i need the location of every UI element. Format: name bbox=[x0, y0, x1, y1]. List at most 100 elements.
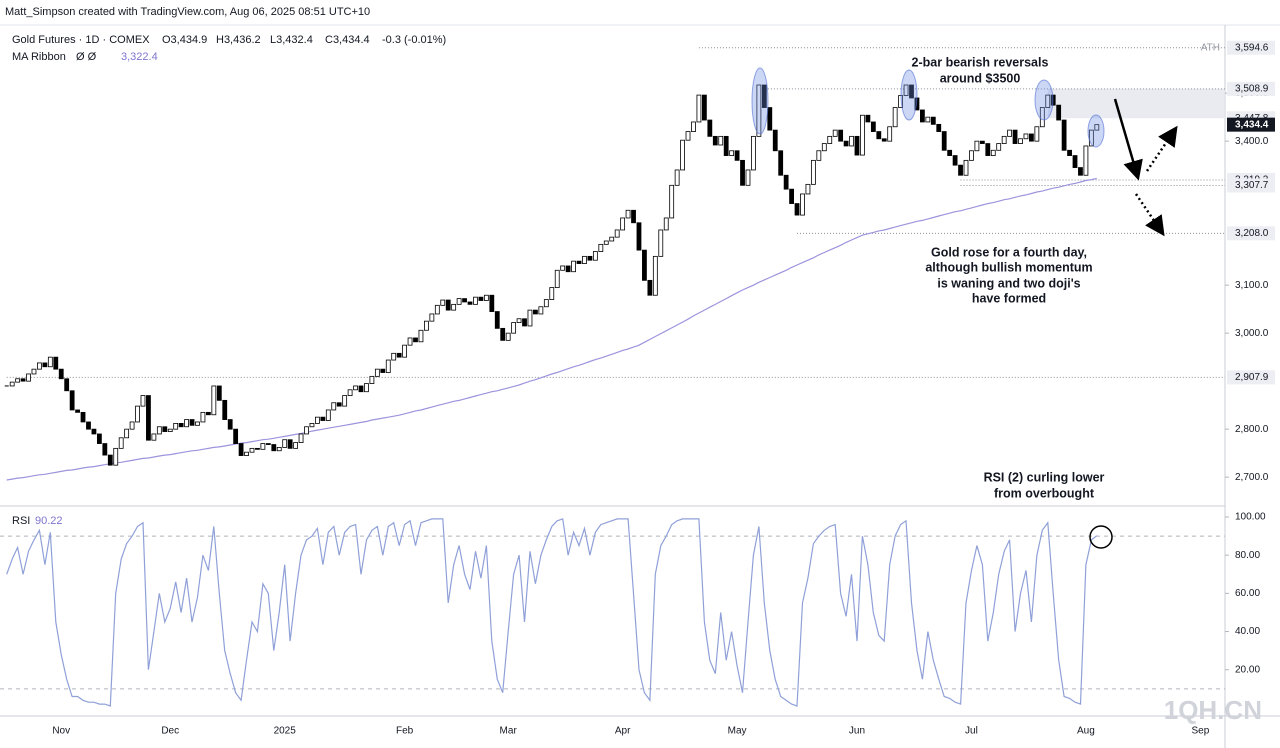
x-tick-label: Sep bbox=[1191, 726, 1209, 737]
candle bbox=[309, 422, 315, 428]
x-tick-label: Mar bbox=[500, 726, 518, 737]
rsi-tick-label: 60.00 bbox=[1235, 588, 1260, 599]
candle bbox=[543, 299, 549, 308]
candle bbox=[1078, 167, 1083, 176]
candle bbox=[467, 301, 473, 305]
legend-close: C3,434.4 bbox=[325, 34, 370, 46]
y-tick-label: 3,100.0 bbox=[1235, 280, 1269, 291]
last-price-bg bbox=[1227, 117, 1275, 132]
candle bbox=[680, 139, 685, 171]
rsi-legend-name: RSI bbox=[12, 515, 30, 527]
candle bbox=[620, 217, 626, 231]
candle bbox=[75, 409, 80, 413]
candle bbox=[592, 251, 598, 261]
candle bbox=[587, 255, 593, 261]
candle bbox=[707, 119, 713, 137]
candle bbox=[849, 135, 854, 147]
candle bbox=[336, 402, 342, 407]
candle bbox=[560, 265, 566, 271]
candle bbox=[494, 311, 500, 329]
annotation: 2-bar bearish reversals bbox=[912, 55, 1049, 69]
watermark: 1QH.CN bbox=[1164, 695, 1262, 725]
candle bbox=[140, 395, 146, 407]
candle bbox=[658, 229, 664, 257]
candle bbox=[151, 433, 157, 441]
candle bbox=[113, 447, 119, 466]
candle bbox=[265, 443, 271, 445]
candle bbox=[189, 419, 195, 426]
candle bbox=[42, 362, 48, 368]
candle bbox=[647, 279, 653, 296]
candle bbox=[860, 114, 865, 156]
candle bbox=[772, 129, 778, 152]
candle bbox=[407, 337, 413, 346]
candle bbox=[642, 249, 647, 281]
candle bbox=[15, 378, 21, 383]
x-tick-label: Dec bbox=[161, 726, 179, 737]
x-tick-label: Apr bbox=[615, 726, 631, 737]
candle bbox=[222, 399, 228, 420]
candle bbox=[778, 150, 784, 176]
candle bbox=[135, 405, 140, 423]
rsi-tick-label: 100.00 bbox=[1235, 512, 1266, 523]
candle bbox=[903, 84, 909, 96]
candle bbox=[385, 359, 391, 373]
candle bbox=[129, 421, 135, 430]
level-label: 3,508.9 bbox=[1235, 84, 1269, 95]
candle bbox=[9, 381, 15, 387]
candle bbox=[745, 169, 751, 186]
annotation: is waning and two doji's bbox=[937, 276, 1080, 290]
highlight-ellipse bbox=[1034, 79, 1054, 121]
annotation: have formed bbox=[972, 291, 1046, 305]
candle bbox=[958, 164, 963, 176]
annotation: from overbought bbox=[994, 486, 1095, 500]
candle bbox=[516, 318, 522, 324]
candle bbox=[342, 395, 348, 407]
candle bbox=[347, 389, 353, 396]
candle bbox=[925, 116, 931, 123]
candle bbox=[729, 150, 735, 156]
candle bbox=[631, 209, 636, 224]
candle bbox=[37, 362, 42, 370]
x-tick-label: Aug bbox=[1077, 726, 1095, 737]
candle bbox=[1061, 119, 1067, 151]
candle bbox=[832, 129, 838, 137]
candle bbox=[783, 174, 789, 190]
candle bbox=[734, 150, 740, 161]
candle bbox=[582, 255, 587, 264]
legend-high: H3,436.2 bbox=[216, 34, 261, 46]
candle bbox=[881, 138, 887, 142]
highlight-group bbox=[751, 67, 1105, 148]
candle bbox=[1023, 133, 1029, 140]
candle bbox=[740, 159, 745, 186]
level-label: 2,907.9 bbox=[1235, 372, 1269, 383]
candle bbox=[276, 446, 282, 452]
candle bbox=[167, 428, 173, 432]
candle bbox=[1012, 129, 1018, 144]
candle bbox=[522, 318, 527, 327]
candle bbox=[963, 159, 969, 176]
ma-legend-params: Ø Ø bbox=[76, 51, 97, 63]
arrow bbox=[1113, 98, 1143, 181]
candle bbox=[756, 84, 762, 137]
candle bbox=[440, 299, 446, 306]
ma-line bbox=[6, 177, 1097, 481]
candle bbox=[538, 306, 544, 315]
candle bbox=[723, 135, 729, 156]
candle bbox=[941, 131, 947, 151]
candle bbox=[511, 322, 517, 334]
candle bbox=[200, 411, 206, 423]
candle bbox=[1029, 133, 1034, 142]
candle bbox=[663, 217, 669, 231]
candle bbox=[1007, 129, 1013, 137]
candle bbox=[86, 421, 91, 430]
candle bbox=[227, 419, 233, 430]
candle bbox=[195, 421, 200, 426]
candle bbox=[396, 352, 402, 358]
candle bbox=[238, 443, 244, 456]
candle bbox=[603, 240, 609, 245]
candle bbox=[483, 294, 489, 301]
rsi-highlight bbox=[1089, 525, 1113, 549]
candle bbox=[91, 428, 97, 435]
